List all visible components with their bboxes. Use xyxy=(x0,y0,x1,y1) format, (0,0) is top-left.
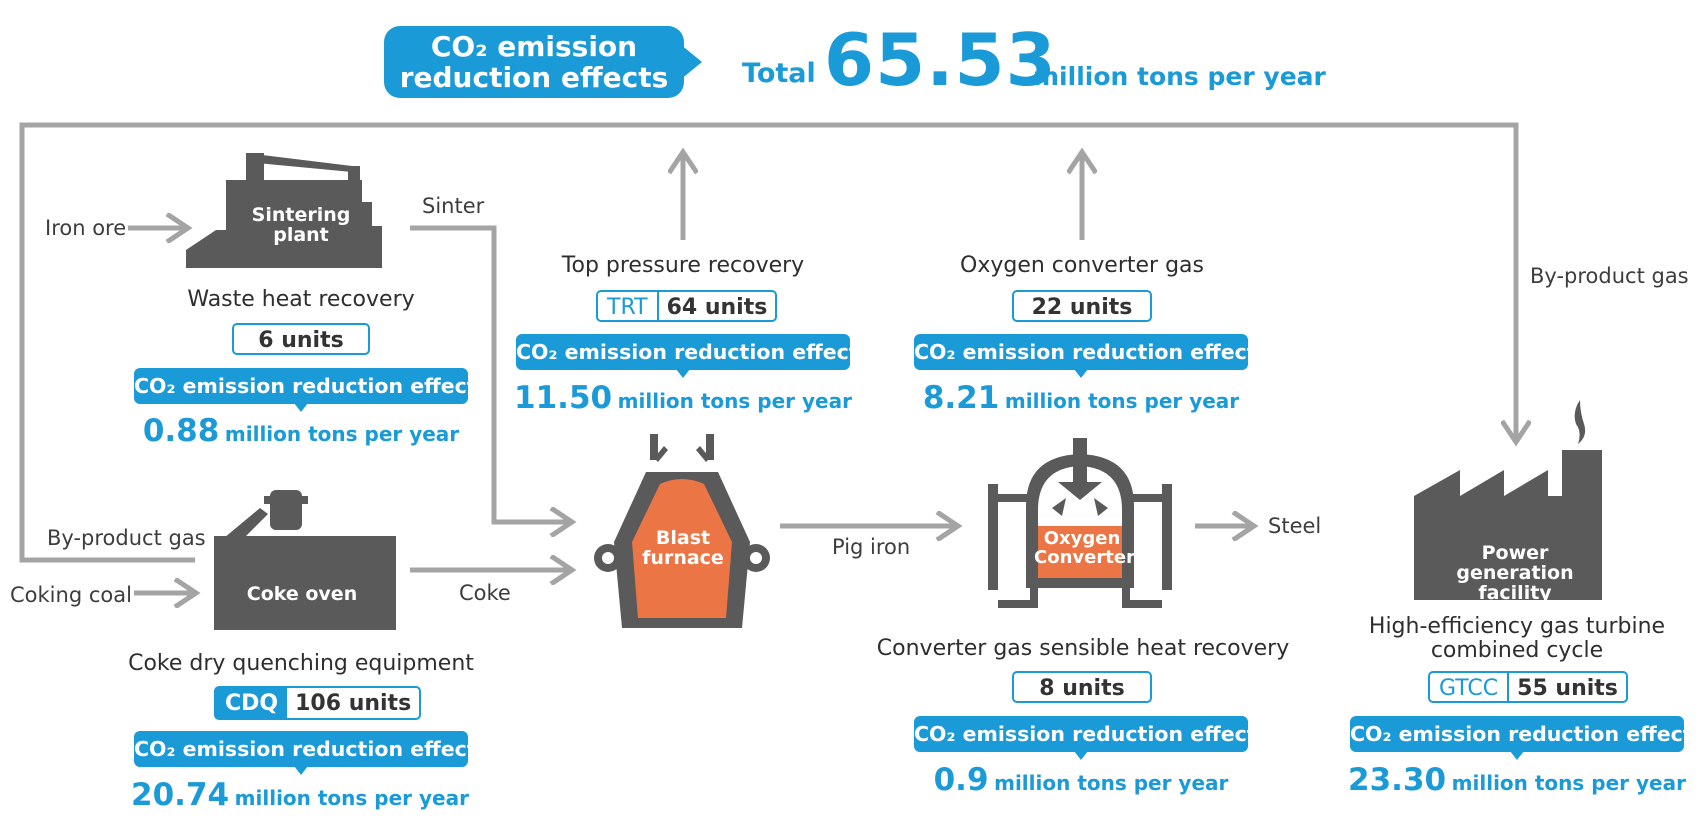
gtcc-effect-label: CO₂ emission reduction effects xyxy=(1350,716,1700,760)
converter-heat-units: 8 units xyxy=(1012,671,1152,703)
blast-furnace-icon xyxy=(594,434,770,628)
header-callout: CO₂ emission reduction effects xyxy=(384,26,702,98)
total-value: 65.53 xyxy=(824,18,1057,102)
pig-iron-label: Pig iron xyxy=(832,535,911,559)
iron-ore-label: Iron ore xyxy=(45,216,127,240)
total-label: Total xyxy=(742,58,816,89)
waste-heat-units: 6 units xyxy=(232,323,370,355)
oxygen-converter-label: Oxygen Converter xyxy=(1034,528,1135,568)
coke-label: Coke xyxy=(459,581,511,605)
trt-title: Top pressure recovery xyxy=(561,253,805,278)
sinter-arrow xyxy=(410,225,570,522)
trt-units-box: TRT 64 units xyxy=(596,290,778,322)
cdq-value: 20.74 xyxy=(131,777,230,813)
gtcc-unit: million tons per year xyxy=(1451,771,1686,795)
oxygen-gas-value-row: 8.21 million tons per year xyxy=(900,380,1262,416)
waste-heat-unit: million tons per year xyxy=(224,422,460,446)
waste-heat-title: Waste heat recovery xyxy=(187,287,415,312)
converter-heat-value: 0.9 xyxy=(933,762,989,798)
trt-value: 11.50 xyxy=(514,380,613,416)
cdq-effect-label: CO₂ emission reduction effects xyxy=(134,731,489,775)
callout-pointer xyxy=(680,44,702,80)
cdq-unit: million tons per year xyxy=(234,786,469,810)
gtcc-tag: GTCC xyxy=(1430,673,1510,701)
oxygen-gas-unit: million tons per year xyxy=(1004,389,1240,413)
oxygen-gas-units: 22 units xyxy=(1012,290,1152,322)
converter-heat-title: Converter gas sensible heat recovery xyxy=(876,636,1290,661)
coke-oven-label: Coke oven xyxy=(246,583,358,605)
trt-effect-label: CO₂ emission reduction effects xyxy=(516,334,871,378)
gtcc-units: 55 units xyxy=(1517,676,1618,701)
trt-value-row: 11.50 million tons per year xyxy=(500,380,866,416)
gtcc-title: High-efficiency gas turbine combined cyc… xyxy=(1368,614,1666,663)
converter-heat-value-row: 0.9 million tons per year xyxy=(900,762,1262,798)
cdq-units-box: CDQ 106 units xyxy=(214,686,422,720)
power-plant-icon xyxy=(1414,400,1602,600)
coking-coal-label: Coking coal xyxy=(10,583,132,607)
header-callout-label: CO₂ emission reduction effects xyxy=(384,26,684,98)
power-plant-label: Power generation facility xyxy=(1456,542,1574,604)
cdq-units: 106 units xyxy=(295,691,412,716)
oxygen-gas-effect-label: CO₂ emission reduction effects xyxy=(914,334,1269,378)
steel-label: Steel xyxy=(1268,514,1322,538)
trt-tag: TRT xyxy=(598,292,659,320)
sinter-label: Sinter xyxy=(422,194,485,218)
blast-furnace-label: Blast furnace xyxy=(642,527,724,569)
gtcc-value: 23.30 xyxy=(1348,762,1447,798)
trt-unit: million tons per year xyxy=(617,389,852,413)
byproduct-gas-loop-line xyxy=(19,122,1516,563)
gtcc-units-box: GTCC 55 units xyxy=(1428,671,1628,703)
waste-heat-effect-label: CO₂ emission reduction effects xyxy=(134,368,489,412)
oxygen-gas-title: Oxygen converter gas xyxy=(960,253,1204,278)
sintering-plant-icon xyxy=(186,153,382,268)
trt-units: 64 units xyxy=(666,295,768,320)
cdq-tag: CDQ xyxy=(216,688,288,718)
total-unit: million tons per year xyxy=(1033,62,1326,91)
byproduct-gas-left-label: By-product gas xyxy=(47,526,206,550)
cdq-title: Coke dry quenching equipment xyxy=(128,651,474,676)
oxygen-gas-value: 8.21 xyxy=(922,380,1000,416)
waste-heat-value-row: 0.88 million tons per year xyxy=(130,413,472,449)
converter-heat-effect-label: CO₂ emission reduction effects xyxy=(914,716,1269,760)
oxygen-converter-icon xyxy=(988,438,1172,608)
converter-heat-unit: million tons per year xyxy=(994,771,1229,795)
byproduct-gas-right-label: By-product gas xyxy=(1530,264,1689,288)
sintering-plant-label: Sintering plant xyxy=(251,204,351,246)
cdq-value-row: 20.74 million tons per year xyxy=(120,777,480,813)
coke-oven-icon xyxy=(214,490,396,630)
waste-heat-value: 0.88 xyxy=(142,413,220,449)
gtcc-value-row: 23.30 million tons per year xyxy=(1336,762,1698,798)
